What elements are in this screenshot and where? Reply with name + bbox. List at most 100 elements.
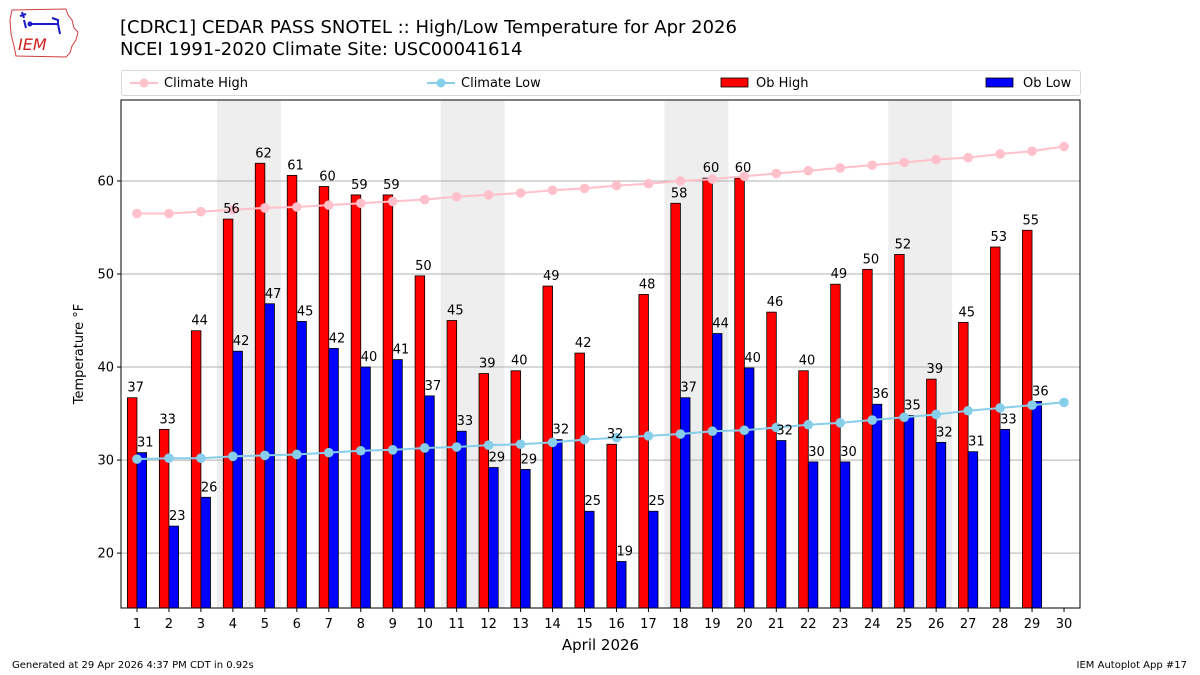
logo-text: IEM (18, 35, 47, 54)
ob-low-bar (392, 359, 403, 609)
climate-low-point (771, 422, 782, 433)
x-tick-label: 9 (389, 617, 397, 632)
ob-high-bar (126, 397, 138, 609)
climate-low-point (515, 439, 526, 450)
legend-item-ob-low: Ob Low (985, 71, 1071, 95)
climate-low-point (355, 445, 366, 456)
legend: Climate High Climate Low Ob High Ob Low (121, 70, 1081, 96)
weekend-shade (440, 100, 505, 608)
iowa-outline-icon (9, 8, 79, 58)
app-credit: IEM Autoplot App #17 (1076, 660, 1187, 671)
climate-low-point (228, 451, 238, 462)
ob-high-bar-label: 58 (671, 186, 688, 201)
x-tick-label: 4 (229, 617, 237, 632)
ob-high-bar (190, 330, 202, 609)
ob-low-bar (743, 367, 755, 609)
x-tick-label: 1 (133, 617, 141, 632)
ob-low-bar (711, 333, 723, 609)
weekend-shade (664, 100, 729, 608)
climate-high-point (771, 168, 782, 179)
ob-low-bar-label: 45 (297, 304, 314, 319)
ob-low-bar-label: 37 (425, 379, 442, 394)
climate-high-point (643, 178, 654, 189)
ob-low-bar-label: 29 (489, 451, 506, 466)
climate-high-point (675, 176, 686, 186)
ob-high-bar-label: 49 (831, 267, 848, 282)
ob-low-bar-label: 44 (712, 317, 729, 332)
climate-low-point (323, 447, 334, 458)
ob-high-bar-label: 40 (799, 354, 816, 369)
ob-high-bar (766, 311, 777, 609)
y-axis-label: Temperature °F (72, 304, 87, 405)
ob-low-bar-label: 33 (1000, 412, 1017, 427)
y-tick-label: 40 (97, 361, 114, 376)
ob-low-bar-label: 36 (872, 387, 889, 402)
x-tick-label: 14 (544, 617, 561, 632)
climate-high-point (803, 165, 814, 176)
climate-low-point (643, 431, 654, 441)
climate-high-point (132, 208, 142, 219)
ob-low-bar (839, 461, 851, 609)
climate-low-point (835, 418, 846, 428)
x-tick-label: 3 (197, 617, 205, 632)
title-line-2: NCEI 1991-2020 Climate Site: USC00041614 (120, 39, 523, 60)
climate-low-point (995, 403, 1005, 413)
ob-low-bar (584, 510, 595, 609)
x-tick-label: 19 (704, 617, 721, 632)
x-tick-label: 23 (832, 617, 849, 632)
climate-high-point (228, 204, 238, 215)
ob-high-bar-label: 40 (511, 354, 528, 369)
climate-high-point (899, 157, 909, 168)
ob-high-bar (830, 283, 841, 609)
x-tick-label: 26 (928, 617, 945, 632)
ob-low-bar-label: 31 (968, 435, 985, 450)
ob-high-bar (254, 162, 266, 609)
ob-low-bar (264, 303, 275, 609)
ob-low-bar (680, 397, 691, 609)
climate-low-point (867, 415, 878, 425)
climate-low-point (963, 405, 973, 416)
weekend-shade (888, 100, 953, 608)
ob-low-bar (296, 321, 307, 609)
climate-low-point (419, 443, 430, 453)
x-tick-label: 24 (864, 617, 881, 632)
ob-low-bar-label: 29 (521, 452, 538, 467)
x-tick-label: 15 (576, 617, 593, 632)
climate-high-point (419, 194, 430, 205)
legend-item-climate-high: Climate High (128, 71, 248, 95)
ob-high-bar (990, 246, 1001, 609)
x-tick-label: 18 (672, 617, 689, 632)
ob-high-bar-label: 59 (351, 178, 368, 193)
climate-high-point (611, 180, 622, 191)
ob-high-bar (510, 370, 521, 609)
climate-low-point (292, 449, 302, 460)
ob-low-bar (232, 350, 243, 609)
climate-high-point (707, 174, 718, 184)
x-tick-label: 13 (512, 617, 529, 632)
climate-low-point (707, 426, 718, 437)
climate-high-point (547, 185, 558, 196)
climate-high-point (995, 149, 1005, 159)
ob-high-bar-label: 33 (159, 412, 176, 427)
climate-low-line-swatch-icon (427, 78, 455, 88)
ob-low-bar (552, 439, 563, 609)
ob-low-bar-label: 36 (1032, 384, 1049, 399)
ob-high-bar (894, 254, 905, 609)
ob-low-bar-label: 33 (457, 414, 474, 429)
ob-low-bar-label: 25 (648, 494, 665, 509)
title-line-1: [CDRC1] CEDAR PASS SNOTEL :: High/Low Te… (120, 17, 737, 38)
x-tick-label: 12 (480, 617, 497, 632)
x-tick-label: 5 (261, 617, 269, 632)
climate-low-point (260, 450, 270, 461)
climate-low-point (931, 409, 941, 420)
ob-low-bar (520, 468, 531, 609)
ob-high-bar-label: 39 (479, 357, 496, 372)
ob-low-bar-label: 30 (840, 445, 857, 460)
climate-low-point (611, 432, 622, 443)
climate-low-point (739, 425, 750, 436)
weather-vane-icon (19, 11, 61, 35)
ob-low-swatch-icon (985, 77, 1014, 88)
ob-low-bar (648, 510, 659, 609)
plot-frame (120, 99, 1081, 609)
